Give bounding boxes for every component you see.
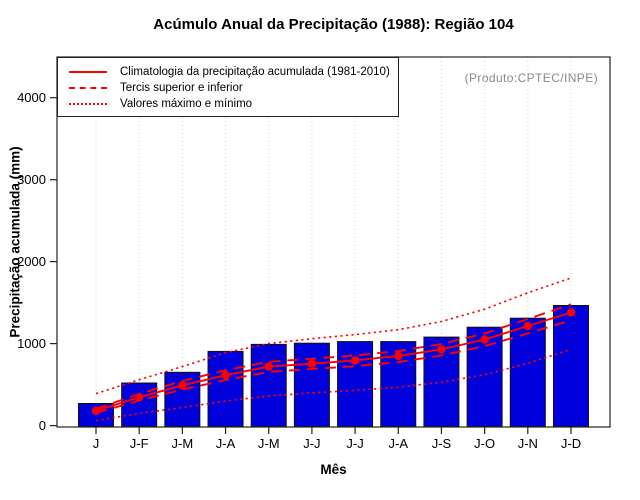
legend-item-label: Valores máximo e mínimo xyxy=(120,98,253,110)
climatology-marker xyxy=(264,362,273,371)
climatology-marker xyxy=(480,335,489,344)
y-tick-label: 3000 xyxy=(17,172,46,188)
series-line-dashed xyxy=(95,319,572,414)
x-tick-label: J-M xyxy=(257,436,280,451)
x-axis-label: Mês xyxy=(320,462,347,477)
x-tick-label: J-M xyxy=(171,436,194,451)
climatology-marker xyxy=(178,381,187,390)
climatology-marker xyxy=(437,345,446,354)
chart-title: Acúmulo Anual da Precipitação (1988): Re… xyxy=(153,16,514,33)
series-line-dotted xyxy=(95,348,572,422)
climatology-marker xyxy=(566,308,576,317)
legend-item: Valores máximo e mínimo xyxy=(69,96,398,112)
bar xyxy=(207,350,244,427)
series-line-solid xyxy=(95,311,572,412)
bar xyxy=(250,343,287,427)
x-tick-label: J-N xyxy=(517,436,538,451)
x-tick-label: J-O xyxy=(474,436,496,451)
product-source-note: (Produto:CPTEC/INPE) xyxy=(464,71,598,85)
y-tick-label: 2000 xyxy=(17,254,46,270)
x-tick-label: J-F xyxy=(129,436,149,451)
x-tick-label: J-S xyxy=(431,436,452,451)
x-tick-label: J-J xyxy=(303,436,321,451)
legend-line-sample-solid xyxy=(69,71,107,73)
climatology-marker xyxy=(135,393,144,402)
legend-line-sample-dotted xyxy=(69,103,107,105)
bar xyxy=(466,326,503,427)
legend-item: Tercis superior e inferior xyxy=(69,80,398,96)
legend-box: Climatologia da precipitação acumulada (… xyxy=(57,57,399,117)
y-tick-label: 0 xyxy=(38,418,46,434)
x-tick-label: J-A xyxy=(388,436,409,451)
bar xyxy=(293,342,330,427)
climatology-marker xyxy=(350,356,360,365)
legend-line-sample-dashed xyxy=(69,87,107,89)
legend-item: Climatologia da precipitação acumulada (… xyxy=(69,64,398,80)
x-tick-label: J-D xyxy=(560,436,582,451)
x-tick-label: J xyxy=(92,436,100,451)
x-tick-label: J-A xyxy=(215,436,236,451)
bar xyxy=(552,305,589,427)
climatology-marker xyxy=(91,406,101,415)
bar xyxy=(509,317,546,427)
climatology-marker xyxy=(307,359,317,368)
climatology-marker xyxy=(394,351,403,361)
climatology-marker xyxy=(221,371,230,380)
legend-item-label: Tercis superior e inferior xyxy=(120,82,243,94)
climatology-marker xyxy=(523,321,532,331)
legend-item-label: Climatologia da precipitação acumulada (… xyxy=(120,66,390,78)
x-tick-label: J-J xyxy=(346,436,364,451)
y-tick-label: 1000 xyxy=(17,336,46,352)
series-line-dashed xyxy=(95,303,572,410)
y-tick-label: 4000 xyxy=(17,90,46,106)
